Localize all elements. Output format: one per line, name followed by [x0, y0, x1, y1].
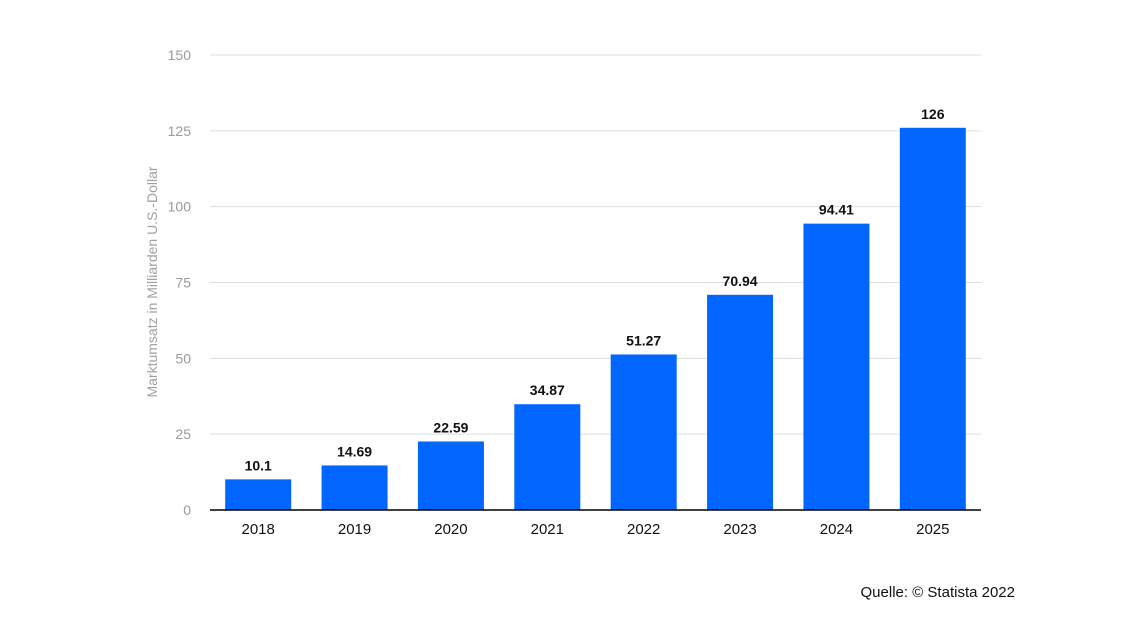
y-tick-label: 125: [168, 123, 192, 139]
y-tick-label: 100: [168, 199, 192, 215]
value-label-2024: 94.41: [819, 202, 854, 218]
x-tick-label-2021: 2021: [531, 521, 564, 538]
bars: [225, 127, 966, 511]
bar-2022: [610, 354, 677, 510]
value-label-2018: 10.1: [245, 457, 272, 473]
bar-2018: [225, 479, 292, 510]
x-tick-label-2022: 2022: [627, 521, 660, 538]
y-tick-label: 50: [175, 350, 191, 366]
x-tick-label-2018: 2018: [242, 521, 275, 538]
value-labels: 10.1 14.69 22.59 34.87 51.27 70.94 94.41 126: [245, 106, 945, 474]
value-label-2025: 126: [921, 106, 945, 122]
value-label-2021: 34.87: [530, 382, 565, 398]
bar-2024: [803, 223, 870, 511]
x-tick-label-2020: 2020: [434, 521, 467, 538]
x-tick-label-2019: 2019: [338, 521, 371, 538]
bar-2019: [321, 465, 388, 510]
y-tick-label: 150: [168, 47, 192, 63]
bar-2021: [514, 404, 581, 510]
value-label-2023: 70.94: [723, 273, 758, 289]
x-axis-ticks: 2018 2019 2020 2021 2022 2023 2024 2025: [242, 521, 950, 538]
y-tick-label: 0: [183, 502, 191, 518]
x-tick-label-2024: 2024: [820, 521, 853, 538]
value-label-2022: 51.27: [626, 332, 661, 348]
value-label-2020: 22.59: [433, 419, 468, 435]
bar-2023: [707, 294, 774, 510]
source-note: Quelle: © Statista 2022: [860, 584, 1015, 601]
y-tick-label: 75: [175, 275, 191, 291]
x-tick-label-2025: 2025: [916, 521, 949, 538]
x-tick-label-2023: 2023: [723, 521, 756, 538]
y-axis-ticks: 0 25 50 75 100 125 150: [168, 47, 192, 518]
bar-2025: [899, 127, 966, 511]
value-label-2019: 14.69: [337, 443, 372, 459]
bar-2020: [417, 441, 484, 510]
y-tick-label: 25: [175, 426, 191, 442]
y-axis-title: Marktumsatz in Milliarden U.S.-Dollar: [144, 166, 160, 397]
